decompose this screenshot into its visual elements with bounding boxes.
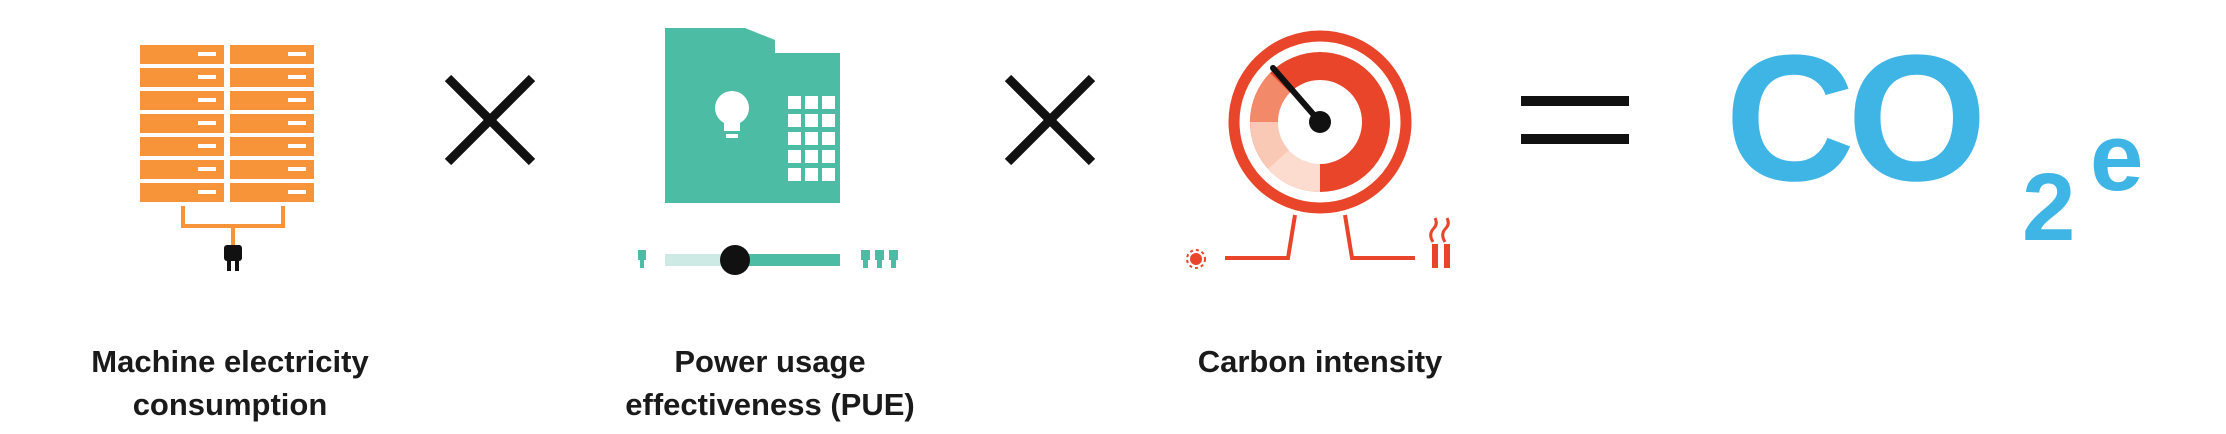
carbon-intensity-gauge-icon [1186, 30, 1450, 269]
carbon-intensity-label: Carbon intensity [1130, 340, 1510, 383]
pue-slider-fill [735, 254, 840, 266]
lightbulb-icon [715, 91, 749, 138]
pue-block [625, 18, 955, 288]
server-rack-with-plug-icon [140, 45, 314, 271]
carbon-intensity-label-line-1: Carbon intensity [1197, 344, 1443, 379]
equals-operator [1515, 90, 1635, 150]
co2e-result: CO 2 e [1725, 40, 2195, 270]
multiply-sign-icon [1004, 74, 1096, 166]
machine-electricity-block [120, 30, 340, 290]
machine-electricity-label-line-2: consumption [132, 387, 328, 422]
pue-label: Power usage effectiveness (PUE) [560, 340, 980, 426]
multiply-operator-1 [440, 70, 540, 170]
small-sun-icon [1186, 249, 1206, 269]
machine-electricity-label: Machine electricity consumption [40, 340, 420, 426]
smoke-stacks-icon [1429, 217, 1450, 268]
pue-label-line-1: Power usage [674, 344, 866, 379]
pue-slider-knob [720, 245, 750, 275]
carbon-intensity-block [1170, 30, 1470, 290]
co2e-subscript-text: 2 [2022, 154, 2075, 261]
co2e-main-text: CO [1725, 40, 1980, 219]
pue-label-line-2: effectiveness (PUE) [625, 387, 915, 422]
multiply-operator-2 [1000, 70, 1100, 170]
co2e-superscript-text: e [2090, 104, 2143, 211]
multiply-sign-icon [444, 74, 536, 166]
co2e-result-text: CO 2 e [1725, 40, 2143, 261]
datacenter-building-with-lightbulb-icon [638, 28, 898, 275]
machine-electricity-label-line-1: Machine electricity [91, 344, 369, 379]
equals-sign-icon [1521, 96, 1629, 144]
